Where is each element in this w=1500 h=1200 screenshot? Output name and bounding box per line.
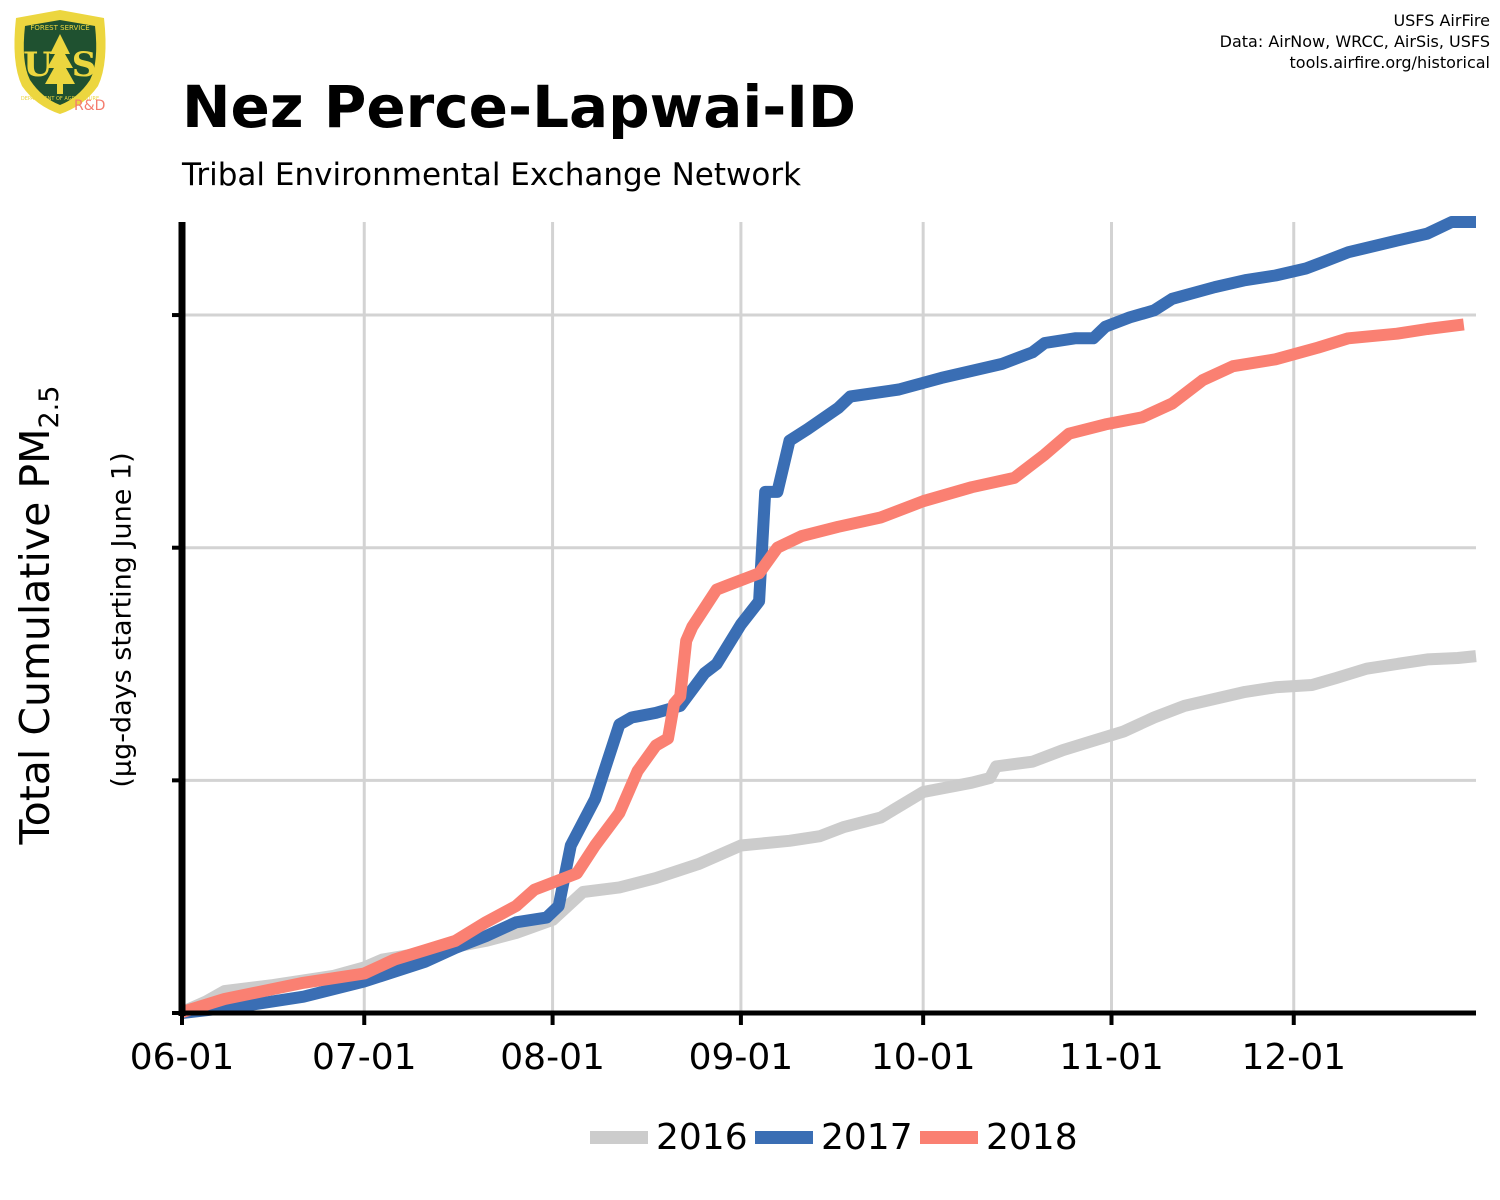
logo-letter-s: S [72,45,97,85]
legend-swatch-2016 [590,1130,648,1144]
x-tick-label: 06-01 [130,1037,235,1078]
axes [172,222,1476,1025]
chart-subtitle: Tribal Environmental Exchange Network [182,157,802,193]
credit-line-1: USFS AirFire [1393,11,1490,30]
gridlines [182,222,1476,1013]
y-axis-label: Total Cumulative PM2.5 [11,386,65,845]
x-tick-label: 10-01 [871,1037,976,1078]
legend-swatch-2018 [920,1130,978,1144]
x-tick-labels: 06-01 07-01 08-01 09-01 10-01 11-01 12-01 [130,1037,1346,1078]
legend-swatch-2017 [755,1130,813,1144]
legend-label-2018: 2018 [986,1116,1078,1158]
logo-top-text: FOREST SERVICE [30,24,89,32]
y-axis-sublabel: (µg-days starting June 1) [106,452,138,788]
logo-bottom-text: DEPARTMENT OF AGRICULTURE [21,96,99,102]
legend: 2016 2017 2018 [0,1112,1500,1162]
logo-letter-u: U [23,45,53,85]
x-tick-label: 12-01 [1241,1037,1346,1078]
series-line-2018 [180,318,1465,1018]
usfs-shield-logo: U S FOREST SERVICE DEPARTMENT OF AGRICUL… [14,10,106,114]
series-lines [179,216,1477,1019]
credit-line-3: tools.airfire.org/historical [1289,53,1490,72]
series-line-2017 [181,216,1476,1019]
legend-item-2018: 2018 [920,1112,1078,1162]
legend-item-2017: 2017 [755,1112,913,1162]
x-tick-label: 08-01 [500,1037,605,1078]
chart-title: Nez Perce-Lapwai-ID [182,73,857,141]
credit-line-2: Data: AirNow, WRCC, AirSis, USFS [1219,32,1490,51]
x-tick-label: 09-01 [689,1037,794,1078]
series-line-2016 [179,650,1477,1018]
logo-rd-label: R&D [74,98,106,114]
legend-item-2016: 2016 [590,1112,748,1162]
x-tick-label: 07-01 [312,1037,417,1078]
tree-icon [45,34,75,94]
legend-label-2017: 2017 [821,1116,913,1158]
y-axis-label-subscript: 2.5 [34,385,66,429]
legend-label-2016: 2016 [656,1116,748,1158]
y-axis-label-text: Total Cumulative PM [10,428,59,845]
x-tick-label: 11-01 [1059,1037,1164,1078]
